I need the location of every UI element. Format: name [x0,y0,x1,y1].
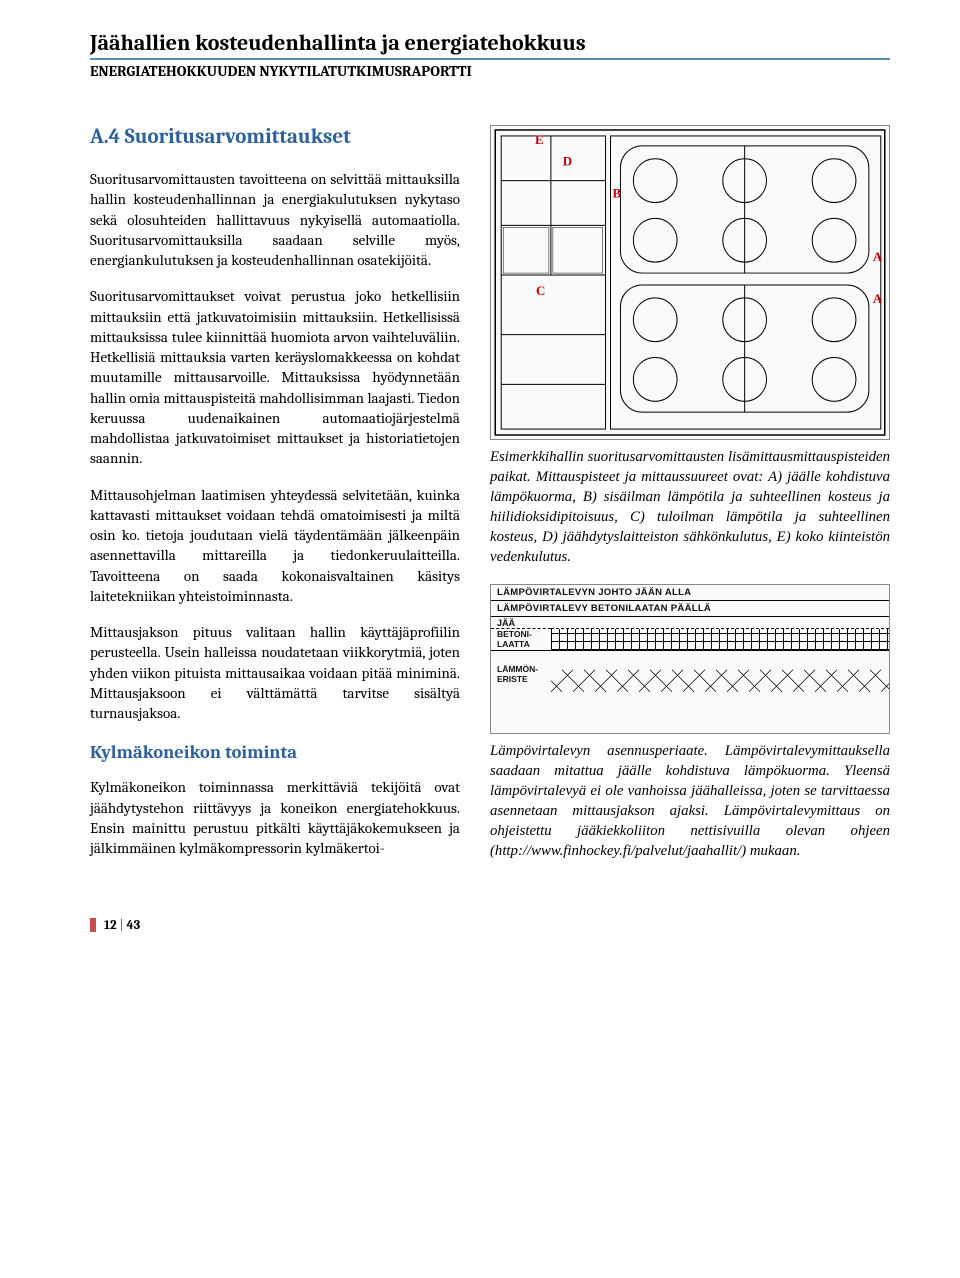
figure-section-detail: LÄMPÖVIRTALEVYN JOHTO JÄÄN ALLA LÄMPÖVIR… [490,584,890,734]
paragraph: Kylmäkoneikon toiminnassa merkittäviä te… [90,777,460,858]
fig2-label: BETONI- LAATTA [491,629,551,651]
paragraph: Mittausjakson pituus valitaan hallin käy… [90,622,460,723]
svg-text:E: E [535,132,544,147]
figure-caption: Esimerkkihallin suoritusarvomittausten l… [490,448,890,568]
page-total: 43 [126,918,140,933]
svg-text:D: D [563,154,572,169]
paragraph: Mittausohjelman laatimisen yhteydessä se… [90,485,460,607]
figure-hall-plan: E D B A C A [490,125,890,440]
svg-text:A: A [873,249,883,264]
right-column: E D B A C A Esimerkkihallin suoritusarvo… [490,125,890,878]
svg-text:C: C [536,283,545,298]
figure-caption: Lämpövirtalevyn asennusperiaate. Lämpövi… [490,742,890,862]
fig2-label: JÄÄ [491,617,551,629]
left-column: A.4 Suoritusarvomittaukset Suoritusarvom… [90,125,460,878]
subsection-heading: Kylmäkoneikon toiminta [90,741,460,763]
footer-accent-bar [90,918,96,932]
fig2-label: LÄMPÖVIRTALEVYN JOHTO JÄÄN ALLA [491,585,889,601]
paragraph: Suoritusarvomittaukset voivat perustua j… [90,286,460,468]
fig2-label: LÄMMÖN- ERISTE [491,664,551,684]
section-heading: A.4 Suoritusarvomittaukset [90,125,460,149]
svg-text:B: B [612,186,621,201]
doc-subtitle: ENERGIATEHOKKUUDEN NYKYTILATUTKIMUSRAPOR… [90,62,890,80]
page-number: 12 [104,918,117,933]
doc-title: Jäähallien kosteudenhallinta ja energiat… [90,30,890,60]
fig2-label: LÄMPÖVIRTALEVY BETONILAATAN PÄÄLLÄ [491,601,889,617]
paragraph: Suoritusarvomittausten tavoitteena on se… [90,169,460,270]
page-footer: 12 | 43 [90,918,890,933]
svg-text:A: A [873,291,883,306]
